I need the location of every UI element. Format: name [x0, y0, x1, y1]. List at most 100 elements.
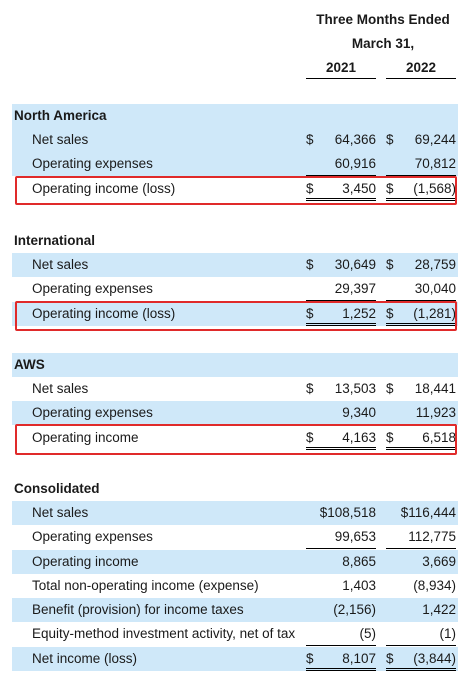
- cell-2022: $ (3,844): [386, 647, 456, 671]
- cell-2021: 9,340: [306, 401, 376, 425]
- row-label: Operating income (loss): [32, 306, 176, 321]
- table-row: Operating income (loss) $1,252 $ (1,281): [12, 302, 458, 326]
- cell-2021: 1,403: [306, 574, 376, 598]
- section-title-aws: AWS: [12, 353, 458, 377]
- cell-2021: 99,653: [306, 525, 376, 549]
- cell-value: (1): [439, 626, 457, 641]
- cell-2022: 112,775: [386, 525, 456, 549]
- cell-value: 3,450: [342, 181, 376, 196]
- cell-2021: $30,649: [306, 253, 376, 277]
- cell-value: (2,156): [333, 602, 376, 617]
- table-row: Net sales $108,518 $116,444: [12, 501, 458, 525]
- row-label: North America: [14, 108, 107, 123]
- currency-symbol: $: [306, 132, 314, 147]
- cell-value: 18,441: [414, 381, 456, 396]
- currency-symbol: $: [306, 306, 314, 321]
- table-row: Operating expenses 9,340 11,923: [12, 401, 458, 425]
- cell-value: 3,669: [422, 554, 456, 569]
- cell-value: 112,775: [408, 529, 456, 544]
- currency-symbol: $: [386, 181, 394, 196]
- cell-value: (8,934): [413, 578, 456, 593]
- cell-2021: $4,163: [306, 426, 376, 450]
- row-label: Total non-operating income (expense): [32, 578, 259, 593]
- cell-value: 28,759: [414, 257, 456, 272]
- highlight-box-north-america: [15, 176, 457, 205]
- cell-2021: 60,916: [306, 152, 376, 176]
- cell-2021: 8,865: [306, 550, 376, 574]
- currency-symbol: $: [386, 257, 394, 272]
- cell-2021: $13,503: [306, 377, 376, 401]
- cell-value: 64,366: [334, 132, 376, 147]
- row-label: Operating income: [32, 430, 139, 445]
- cell-2021: (5): [306, 622, 376, 646]
- row-label: International: [14, 233, 96, 248]
- currency-symbol: $: [306, 430, 314, 445]
- row-label: Operating expenses: [32, 529, 153, 544]
- table-row: Operating income (loss) $3,450 $ (1,568): [12, 177, 458, 201]
- cell-2022: 1,422: [386, 598, 456, 622]
- highlight-box-aws: [15, 424, 457, 455]
- row-label: Operating income: [32, 554, 139, 569]
- cell-2022: 70,812: [386, 152, 456, 176]
- cell-value: 4,163: [342, 430, 376, 445]
- row-label: Operating expenses: [32, 281, 153, 296]
- table-row: Operating income $4,163 $6,518: [12, 426, 458, 450]
- cell-value: 1,252: [342, 306, 376, 321]
- table-row: Operating expenses 99,653 112,775: [12, 525, 458, 549]
- currency-symbol: $: [386, 651, 394, 666]
- highlight-box-international: [15, 301, 457, 331]
- currency-symbol: $: [386, 381, 394, 396]
- cell-value: 69,244: [414, 132, 456, 147]
- currency-symbol: $: [386, 306, 394, 321]
- currency-symbol: $: [306, 381, 314, 396]
- column-header-year-2021: 2021: [306, 58, 376, 79]
- cell-value: (1,568): [413, 181, 456, 196]
- cell-value: 8,107: [342, 651, 376, 666]
- table-row: Net sales $30,649 $28,759: [12, 253, 458, 277]
- cell-value: $116,444: [400, 505, 456, 520]
- cell-2022: 30,040: [386, 277, 456, 301]
- cell-2021: $1,252: [306, 302, 376, 326]
- cell-2022: $116,444: [386, 501, 456, 525]
- row-label: Equity-method investment activity, net o…: [32, 626, 296, 641]
- row-label: Operating expenses: [32, 405, 153, 420]
- cell-value: 70,812: [414, 156, 456, 171]
- row-label: Net sales: [32, 505, 89, 520]
- cell-2022: $ (1,281): [386, 302, 456, 326]
- cell-2022: $6,518: [386, 426, 456, 450]
- cell-2021: $108,518: [306, 501, 376, 525]
- table-row: Operating expenses 29,397 30,040: [12, 277, 458, 301]
- row-label: Net income (loss): [32, 651, 138, 666]
- cell-value: 1,422: [422, 602, 456, 617]
- table-row: Net sales $64,366 $69,244: [12, 128, 458, 152]
- cell-value: 30,040: [414, 281, 456, 296]
- cell-2021: $64,366: [306, 128, 376, 152]
- table-row: Total non-operating income (expense) 1,4…: [12, 574, 458, 598]
- cell-2022: (1): [386, 622, 456, 646]
- cell-value: 99,653: [334, 529, 376, 544]
- table-row: Equity-method investment activity, net o…: [12, 622, 458, 646]
- cell-value: (3,844): [413, 651, 456, 666]
- cell-2021: (2,156): [306, 598, 376, 622]
- cell-2022: (8,934): [386, 574, 456, 598]
- cell-value: 30,649: [334, 257, 376, 272]
- section-title-international: International: [12, 229, 458, 253]
- table-row: Benefit (provision) for income taxes (2,…: [12, 598, 458, 622]
- row-label: Net sales: [32, 132, 89, 147]
- cell-value: $108,518: [319, 505, 376, 520]
- row-label: Operating income (loss): [32, 181, 176, 196]
- cell-value: 1,403: [342, 578, 376, 593]
- cell-2021: $8,107: [306, 647, 376, 671]
- section-title-consolidated: Consolidated: [12, 477, 458, 501]
- cell-value: 13,503: [334, 381, 376, 396]
- cell-2022: $18,441: [386, 377, 456, 401]
- cell-value: (5): [359, 626, 377, 641]
- row-label: Consolidated: [14, 481, 100, 496]
- table-row: Net sales $13,503 $18,441: [12, 377, 458, 401]
- cell-value: 8,865: [342, 554, 376, 569]
- currency-symbol: $: [386, 132, 394, 147]
- cell-2021: 29,397: [306, 277, 376, 301]
- cell-value: 6,518: [422, 430, 456, 445]
- cell-value: 60,916: [334, 156, 376, 171]
- cell-value: 29,397: [334, 281, 376, 296]
